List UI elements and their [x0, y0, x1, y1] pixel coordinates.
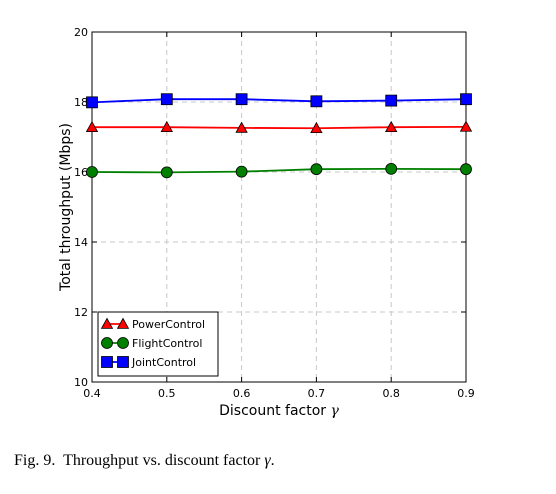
y-tick-label: 10	[74, 376, 88, 389]
data-point	[385, 162, 398, 175]
legend: PowerControl FlightControl JointControl	[97, 311, 219, 377]
data-point	[86, 96, 98, 109]
series-line	[92, 125, 467, 130]
caption-suffix: .	[270, 452, 275, 469]
data-point	[385, 94, 398, 107]
series-line	[91, 98, 467, 104]
legend-marker	[101, 356, 113, 368]
data-point	[235, 121, 248, 133]
y-tick-label: 14	[74, 236, 88, 249]
y-tick-label: 20	[74, 26, 88, 39]
legend-marker	[100, 317, 114, 329]
x-tick-label: 0.4	[83, 387, 101, 400]
series-line	[91, 167, 467, 174]
series-jointcontrol	[86, 93, 472, 109]
data-point	[459, 120, 473, 132]
caption-label: Fig. 9.	[14, 452, 56, 469]
x-tick-label: 0.7	[308, 387, 326, 400]
x-axis-label-symbol: γ	[331, 403, 340, 419]
caption-symbol: γ	[264, 452, 271, 469]
data-point	[86, 166, 98, 178]
plot-frame	[91, 31, 467, 383]
legend-label: FlightControl	[132, 337, 202, 350]
legend-marker	[117, 356, 129, 368]
x-tick-label: 0.6	[233, 387, 251, 400]
figure-caption: Fig. 9. Throughput vs. discount factor γ…	[14, 452, 275, 470]
data-point	[460, 93, 472, 106]
throughput-chart: 0.4 0.5 0.6 0.7 0.8 0.9 10 12 14 16 18 20 Discount …	[58, 26, 475, 419]
data-point	[310, 121, 323, 134]
series-group	[85, 93, 473, 179]
x-tick-label: 0.5	[158, 387, 176, 400]
legend-label: PowerControl	[132, 318, 205, 331]
y-axis-label: Total throughput (Mbps)	[58, 123, 74, 292]
data-point	[385, 120, 398, 133]
y-tick-label: 16	[74, 166, 88, 179]
data-point	[310, 163, 323, 176]
series-flightcontrol	[86, 162, 472, 179]
legend-item: JointControl	[101, 356, 196, 369]
caption-text: Throughput vs. discount factor	[63, 452, 261, 469]
data-point	[460, 163, 472, 176]
legend-marker	[117, 337, 129, 349]
legend-marker	[116, 317, 130, 329]
axis-ticks: 0.4 0.5 0.6 0.7 0.8 0.9 10 12 14 16 18 20	[74, 26, 475, 400]
data-point	[160, 93, 173, 106]
legend-label: JointControl	[131, 356, 196, 369]
x-axis-label: Discount factor γ	[219, 403, 339, 419]
data-point	[310, 95, 323, 108]
legend-item: FlightControl	[101, 337, 202, 350]
data-point	[235, 93, 248, 106]
data-point	[235, 165, 248, 178]
x-tick-label: 0.8	[382, 387, 400, 400]
x-axis-label-text: Discount factor	[219, 403, 326, 419]
data-point	[160, 166, 173, 179]
data-point	[85, 120, 99, 133]
legend-item: PowerControl	[100, 317, 205, 331]
data-point	[160, 120, 173, 133]
series-powercontrol	[85, 120, 473, 134]
x-tick-label: 0.9	[457, 387, 475, 400]
y-tick-label: 12	[74, 306, 88, 319]
legend-marker	[101, 337, 113, 349]
y-tick-label: 18	[74, 96, 88, 109]
